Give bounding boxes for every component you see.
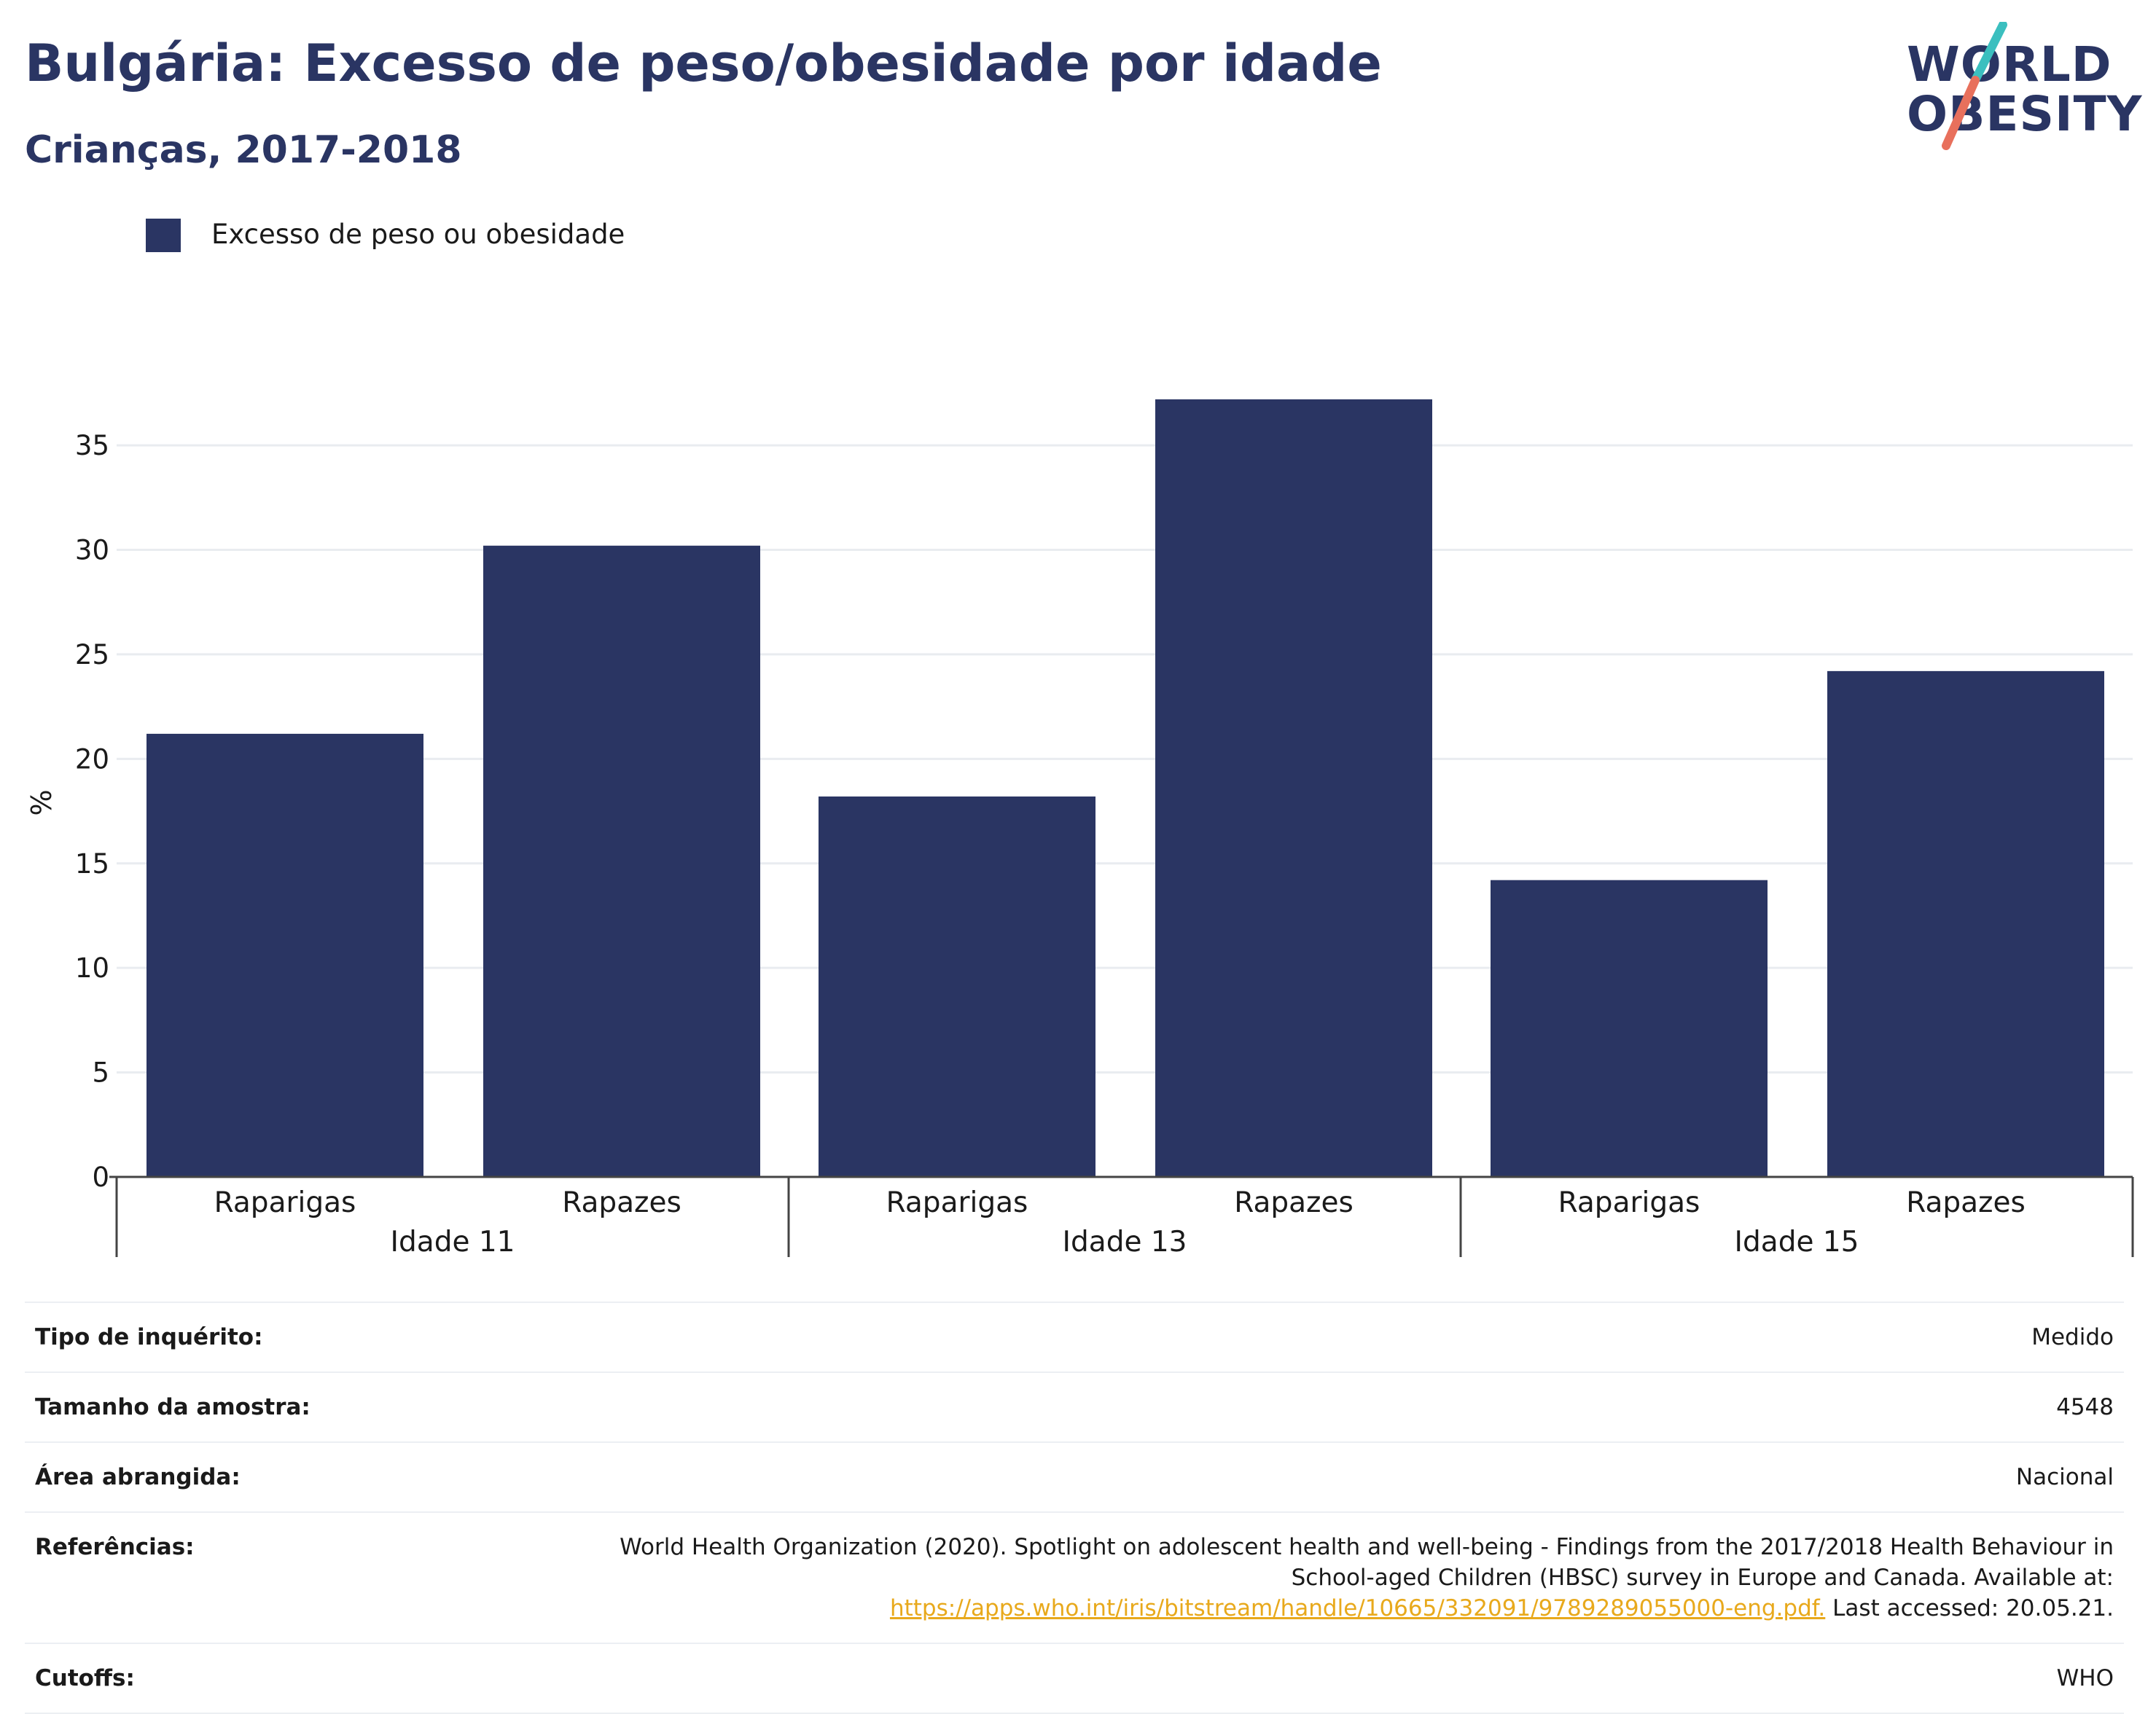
reference-line-1: World Health Organization (2020). Spotli… (620, 1534, 2114, 1560)
x-category-label: Rapazes (1234, 1186, 1354, 1219)
y-tick-label: 15 (75, 848, 109, 880)
info-table: Tipo de inquérito: Medido Tamanho da amo… (25, 1302, 2124, 1714)
y-tick-label: 0 (92, 1162, 109, 1193)
info-row-area: Área abrangida: Nacional (25, 1441, 2124, 1511)
y-tick-label: 30 (75, 535, 109, 566)
axis-labels: 0 5 10 15 20 25 30 35% Raparigas Rapazes Idade 11 R… (26, 430, 2026, 1259)
bar (1827, 670, 2104, 1177)
y-tick-label: 10 (75, 952, 109, 984)
logo-slash-teal (1971, 22, 2007, 85)
bars (147, 399, 2104, 1177)
bar (1155, 399, 1432, 1177)
info-value: 4548 (2056, 1394, 2114, 1420)
info-row-cutoffs: Cutoffs: WHO (25, 1643, 2124, 1714)
axes (109, 1175, 2134, 1257)
grid-lines (117, 444, 2133, 1074)
x-category-label: Rapazes (562, 1186, 681, 1219)
logo-word-2: OBESITY (1907, 86, 2143, 142)
info-label: Referências: (35, 1534, 195, 1560)
y-tick-label: 35 (75, 430, 109, 461)
y-tick-label: 20 (75, 743, 109, 775)
info-value: WHO (2056, 1665, 2114, 1691)
world-obesity-logo: WORLD OBESITY (1895, 22, 2143, 153)
info-label: Tamanho da amostra: (35, 1394, 310, 1420)
x-group-label: Idade 13 (1063, 1226, 1187, 1259)
x-category-label: Raparigas (214, 1186, 356, 1219)
bar-chart: 0 5 10 15 20 25 30 35% Raparigas Rapazes Idade 11 R… (26, 399, 2134, 1259)
info-value: Medido (2031, 1324, 2114, 1350)
legend-label: Excesso de peso ou obesidade (211, 219, 625, 250)
y-tick-label: 25 (75, 639, 109, 670)
bar (147, 733, 423, 1177)
chart-subtitle: Crianças, 2017-2018 (25, 128, 462, 172)
x-category-label: Raparigas (886, 1186, 1028, 1219)
x-category-label: Raparigas (1558, 1186, 1700, 1219)
x-group-label: Idade 15 (1735, 1226, 1859, 1259)
info-row-survey-type: Tipo de inquérito: Medido (25, 1302, 2124, 1371)
logo-word-1: WORLD (1907, 36, 2112, 93)
x-group-label: Idade 11 (391, 1226, 515, 1259)
info-label: Cutoffs: (35, 1665, 135, 1691)
reference-link[interactable]: https://apps.who.int/iris/bitstream/hand… (889, 1595, 1826, 1621)
reference-accessed: Last accessed: 20.05.21. (1825, 1595, 2114, 1621)
logo-slash-coral (1942, 76, 1980, 150)
chart-title: Bulgária: Excesso de peso/obesidade por … (25, 34, 1382, 93)
x-category-label: Rapazes (1906, 1186, 2026, 1219)
bar (483, 545, 760, 1177)
y-axis-label: % (26, 789, 58, 815)
info-label: Tipo de inquérito: (35, 1324, 263, 1350)
bar (1491, 880, 1768, 1177)
reference-line-2: School-aged Children (HBSC) survey in Eu… (1291, 1565, 2114, 1591)
info-row-sample-size: Tamanho da amostra: 4548 (25, 1371, 2124, 1441)
legend-swatch (146, 219, 181, 252)
info-value-references: World Health Organization (2020). Spotli… (620, 1532, 2114, 1624)
bar (819, 796, 1095, 1177)
info-value: Nacional (2015, 1464, 2114, 1490)
logo-slash-icon (1942, 22, 2007, 150)
info-label: Área abrangida: (35, 1464, 241, 1490)
y-tick-label: 5 (92, 1057, 109, 1089)
info-row-references: Referências: World Health Organization (… (25, 1511, 2124, 1643)
